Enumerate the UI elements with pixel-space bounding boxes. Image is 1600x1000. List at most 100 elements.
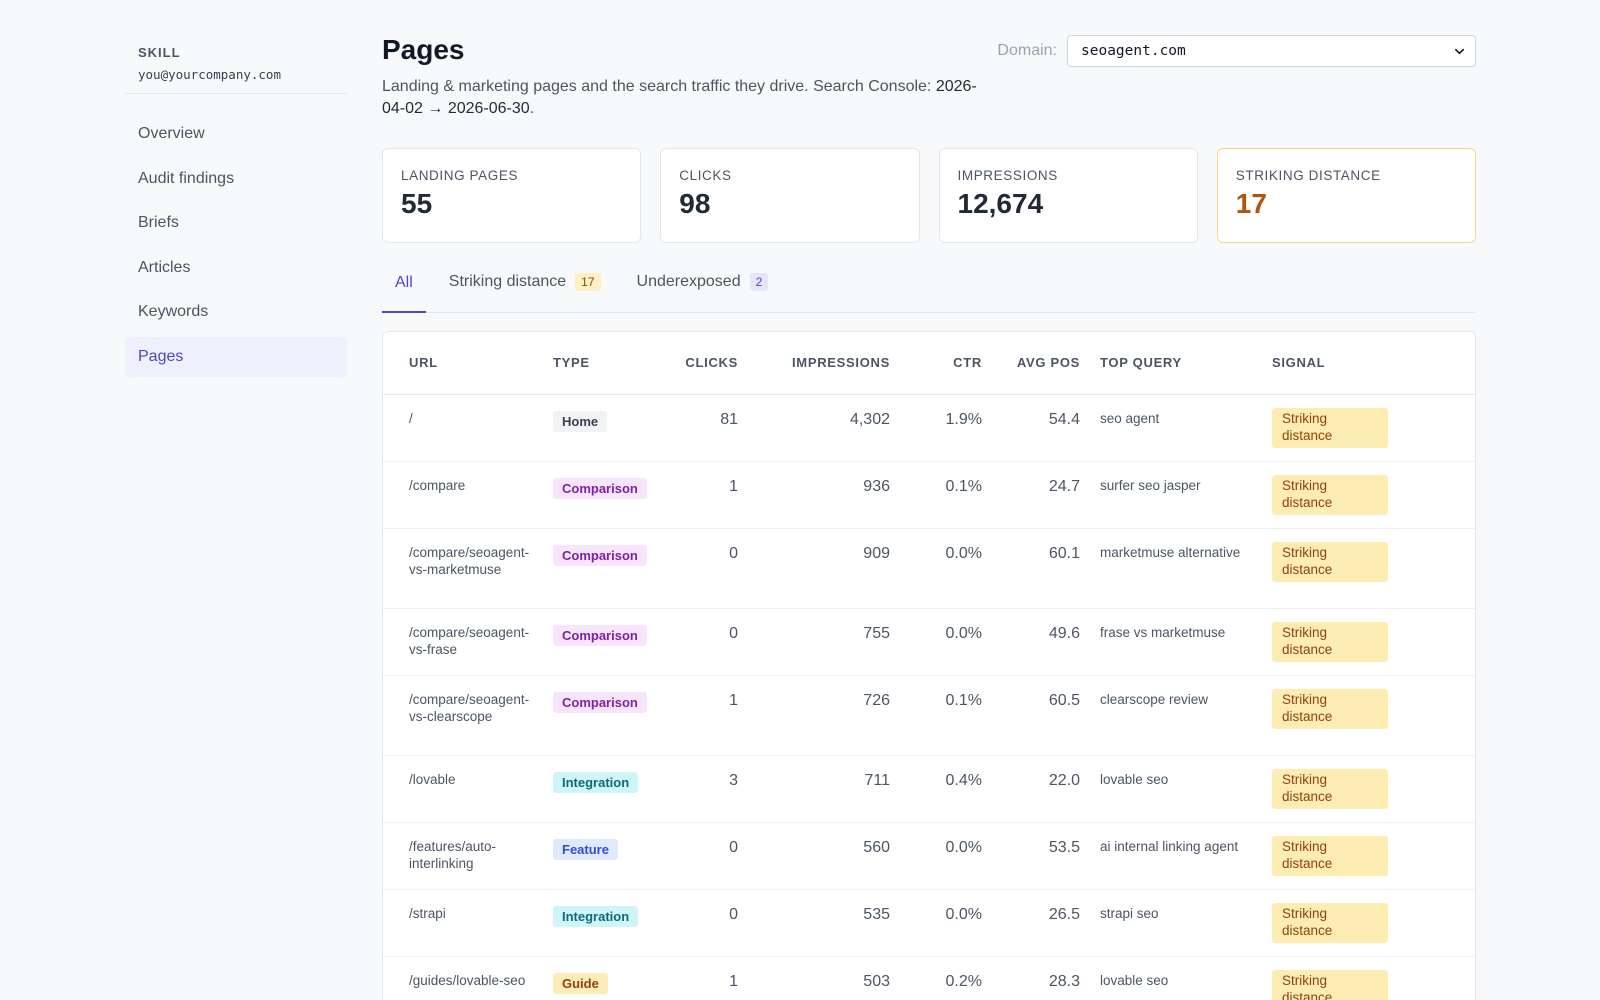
page-url-link[interactable]: /strapi [409,905,446,921]
cell-type: Home [543,394,663,462]
cell-ctr: 0.4% [900,755,992,823]
table-body: / Home 81 4,302 1.9% 54.4 seo agent Striking di… [383,394,1475,1000]
table-row[interactable]: /compare/seoagent-vs-clearscope Compariso… [383,675,1475,756]
page-url-link[interactable]: /compare/seoagent-vs-marketmuse [409,544,530,578]
domain-select[interactable]: seoagent.com [1067,35,1476,67]
type-badge: Integration [553,905,639,927]
page-url-link[interactable]: / [409,410,413,426]
cell-top-query: strapi seo [1090,889,1262,957]
page-url-link[interactable]: /compare/seoagent-vs-clearscope [409,691,530,725]
cell-avg-pos: 54.4 [992,394,1090,462]
cell-clicks: 0 [663,608,748,676]
cell-url: / [383,394,543,462]
date-start: 2026-04-02 [382,78,977,117]
tab-count-badge: 17 [575,273,601,291]
signal-badge: Striking distance [1272,407,1388,448]
column-header-signal[interactable]: SIGNAL [1262,332,1475,395]
stats-row: LANDING PAGES 55 CLICKS 98 IMPRESSIONS 1… [382,148,1476,243]
cell-url: /guides/lovable-seo [383,956,543,1000]
type-badge: Guide [553,972,608,994]
table-row[interactable]: /lovable Integration 3 711 0.4% 22.0 lovable s… [383,755,1475,823]
stat-value: 98 [679,188,711,219]
cell-type: Integration [543,755,663,823]
column-header-top-query[interactable]: TOP QUERY [1090,332,1262,395]
cell-ctr: 0.0% [900,608,992,676]
page-url-link[interactable]: /compare [409,477,466,493]
page-url-link[interactable]: /compare/seoagent-vs-frase [409,624,530,658]
cell-signal: Striking distance [1262,889,1475,957]
cell-avg-pos: 53.5 [992,822,1090,890]
column-header-avg-pos[interactable]: AVG POS [992,332,1090,395]
cell-type: Comparison [543,608,663,676]
chevron-down-icon [1455,48,1464,54]
column-header-url[interactable]: URL [383,332,543,395]
tab-all[interactable]: All [382,267,426,313]
tab-striking-distance[interactable]: Striking distance 17 [436,266,614,312]
table-row[interactable]: /strapi Integration 0 535 0.0% 26.5 strapi seo… [383,889,1475,957]
sidebar-item-keywords[interactable]: Keywords [138,303,209,320]
stat-label: IMPRESSIONS [957,168,1058,183]
type-badge: Comparison [553,624,647,646]
stat-card-landing-pages: LANDING PAGES 55 [382,148,642,243]
type-badge: Comparison [553,544,647,566]
subtitle-period: . [529,100,535,117]
table-row[interactable]: /compare/seoagent-vs-marketmuse Compariso… [383,528,1475,609]
cell-url: /compare [383,461,543,529]
column-header-impressions[interactable]: IMPRESSIONS [748,332,900,395]
column-header-type[interactable]: TYPE [543,332,663,395]
cell-type: Comparison [543,528,663,609]
page-title: Pages [382,34,465,65]
cell-avg-pos: 24.7 [992,461,1090,529]
sidebar-item-audit-findings[interactable]: Audit findings [138,169,235,187]
sidebar-item-pages[interactable]: Pages [125,336,347,377]
cell-type: Integration [543,889,663,957]
cell-top-query: lovable seo [1090,956,1262,1000]
cell-ctr: 0.0% [900,528,992,609]
subtitle-text: Landing & marketing pages and the search… [382,78,932,95]
page-header: Pages Landing & marketing pages and the … [382,34,1476,124]
cell-impressions: 560 [748,822,900,890]
table-row[interactable]: /compare/seoagent-vs-frase Comparison 0 755… [383,608,1475,676]
sidebar-item-overview[interactable]: Overview [138,125,205,142]
column-header-ctr[interactable]: CTR [900,332,992,395]
sidebar-item-articles[interactable]: Articles [138,258,191,276]
table-row[interactable]: /features/auto-interlinking Feature 0 560 0.… [383,822,1475,890]
main-content: Pages Landing & marketing pages and the … [382,34,1476,1000]
cell-clicks: 3 [663,755,748,823]
table-row[interactable]: /guides/lovable-seo Guide 1 503 0.2% 28.3 lova… [383,956,1475,1000]
cell-ctr: 0.2% [900,956,992,1000]
cell-impressions: 755 [748,608,900,676]
signal-badge: Striking distance [1272,969,1388,1000]
cell-clicks: 1 [663,956,748,1000]
pages-table-card: URL TYPE CLICKS IMPRESSIONS CTR AVG POS … [382,331,1476,1000]
cell-top-query: marketmuse alternative [1090,528,1262,609]
cell-url: /features/auto-interlinking [383,822,543,890]
cell-impressions: 4,302 [748,394,900,462]
table-row[interactable]: / Home 81 4,302 1.9% 54.4 seo agent Striking di… [383,394,1475,462]
cell-clicks: 0 [663,889,748,957]
cell-top-query: seo agent [1090,394,1262,462]
cell-url: /compare/seoagent-vs-frase [383,608,543,676]
sidebar-item-briefs[interactable]: Briefs [138,214,179,231]
page-url-link[interactable]: /features/auto-interlinking [409,838,497,872]
column-header-clicks[interactable]: CLICKS [663,332,748,395]
domain-label: Domain: [997,42,1057,59]
page-url-link[interactable]: /lovable [409,771,456,787]
cell-clicks: 1 [663,675,748,756]
signal-badge: Striking distance [1272,768,1388,809]
stat-value: 12,674 [957,188,1044,219]
signal-badge: Striking distance [1272,902,1388,943]
stat-label: STRIKING DISTANCE [1235,168,1381,183]
tab-underexposed[interactable]: Underexposed 2 [624,266,782,312]
cell-top-query: surfer seo jasper [1090,461,1262,529]
cell-url: /lovable [383,755,543,823]
workspace-header[interactable]: SKILL you@yourcompany.com [125,40,347,94]
page-url-link[interactable]: /guides/lovable-seo [409,972,526,988]
cell-signal: Striking distance [1262,528,1475,609]
table-row[interactable]: /compare Comparison 1 936 0.1% 24.7 surfer seo… [383,461,1475,529]
stat-card-striking-distance: STRIKING DISTANCE 17 [1216,148,1476,243]
tab-count-badge: 2 [749,273,769,291]
sidebar-nav: Overview Audit findings Briefs Articles … [125,114,347,377]
type-badge: Home [553,410,608,432]
cell-impressions: 936 [748,461,900,529]
